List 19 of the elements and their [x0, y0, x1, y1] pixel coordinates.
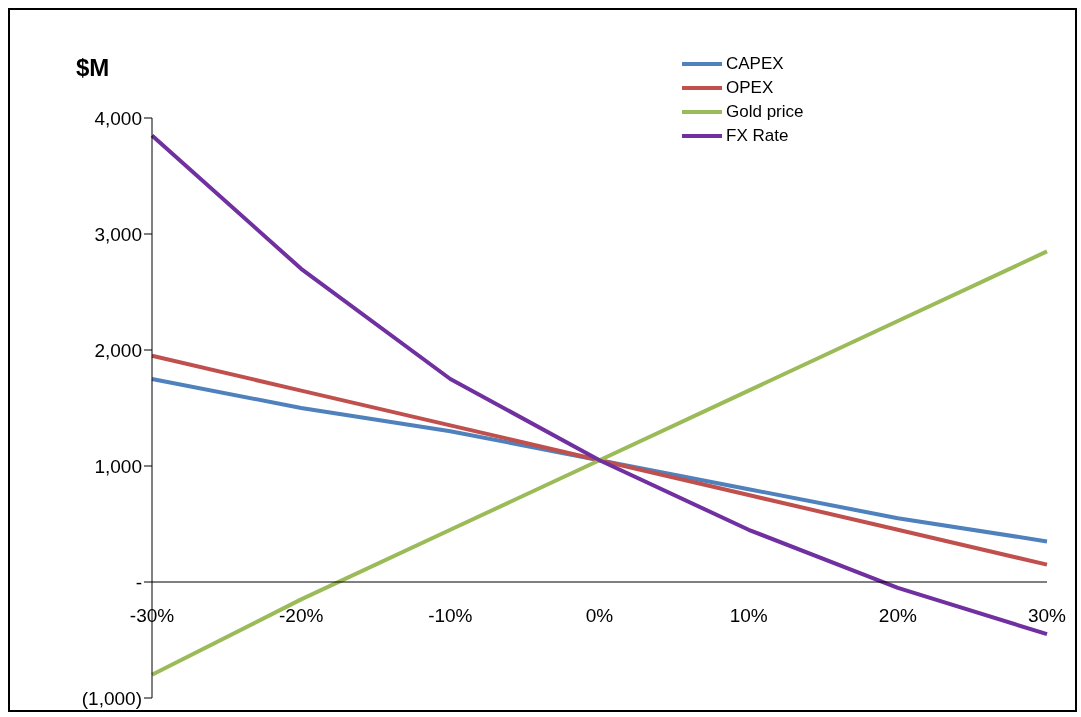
- y-axis-title: $M: [76, 54, 110, 82]
- y-tick-label: 1,000: [94, 455, 142, 477]
- x-tick-label: 0%: [585, 605, 614, 626]
- legend-label: FX Rate: [726, 125, 789, 147]
- y-tick-label: -: [135, 571, 142, 593]
- y-tick-label: (1,000): [81, 687, 142, 709]
- x-tick-label: -20%: [278, 605, 324, 626]
- legend-label: OPEX: [726, 77, 774, 99]
- legend-label: CAPEX: [726, 53, 784, 75]
- x-tick-label: 30%: [1027, 605, 1067, 626]
- x-tick-label: 20%: [878, 605, 917, 626]
- x-tick-label: -30%: [129, 605, 175, 626]
- y-tick-label: 2,000: [94, 339, 142, 361]
- x-tick-label: 10%: [729, 605, 768, 626]
- x-tick-label: -10%: [428, 605, 473, 626]
- y-tick-label: 3,000: [94, 223, 142, 245]
- legend-label: Gold price: [726, 101, 804, 123]
- line-series: [150, 353, 1049, 567]
- y-tick-label: 4,000: [94, 107, 142, 129]
